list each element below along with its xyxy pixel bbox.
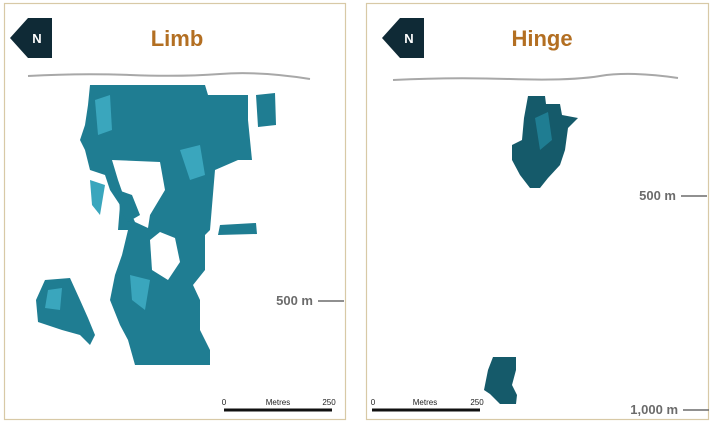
ore-shape bbox=[118, 190, 140, 222]
ore-shape bbox=[256, 93, 276, 127]
ore-highlight bbox=[180, 145, 205, 180]
north-arrow bbox=[10, 18, 52, 58]
panel-title: Limb bbox=[151, 26, 204, 51]
ore-highlight bbox=[535, 112, 552, 150]
scale-start: 0 bbox=[371, 398, 376, 407]
north-label: N bbox=[32, 31, 41, 46]
scale-end: 250 bbox=[322, 398, 336, 407]
north-arrow bbox=[382, 18, 424, 58]
depth-label: 1,000 m bbox=[630, 402, 678, 417]
ore-gap bbox=[150, 232, 180, 280]
ore-gap bbox=[112, 160, 165, 228]
depth-label: 500 m bbox=[276, 293, 313, 308]
ore-shape bbox=[484, 357, 517, 404]
panel-frame bbox=[3, 2, 347, 421]
panel-frame bbox=[365, 2, 710, 421]
scale-unit: Metres bbox=[266, 398, 290, 407]
panel-title: Hinge bbox=[511, 26, 572, 51]
ore-shape bbox=[36, 278, 95, 345]
ore-body bbox=[36, 85, 276, 365]
scale-end: 250 bbox=[470, 398, 484, 407]
ore-highlight bbox=[95, 95, 112, 135]
ore-body bbox=[484, 96, 578, 404]
north-label: N bbox=[404, 31, 413, 46]
ore-shape bbox=[80, 85, 252, 365]
surface-line bbox=[27, 72, 311, 80]
surface-line bbox=[392, 72, 679, 81]
scale-unit: Metres bbox=[413, 398, 437, 407]
ore-highlight bbox=[45, 288, 62, 310]
depth-label: 500 m bbox=[639, 188, 676, 203]
ore-highlight bbox=[130, 275, 150, 310]
limb-panel: N Limb 500 m 0 Metres 250 bbox=[3, 2, 347, 421]
scale-start: 0 bbox=[222, 398, 227, 407]
ore-highlight bbox=[90, 180, 105, 215]
hinge-panel: N Hinge 500 m 1,000 m 0 Metres 250 bbox=[365, 2, 710, 421]
ore-shape bbox=[218, 223, 257, 235]
